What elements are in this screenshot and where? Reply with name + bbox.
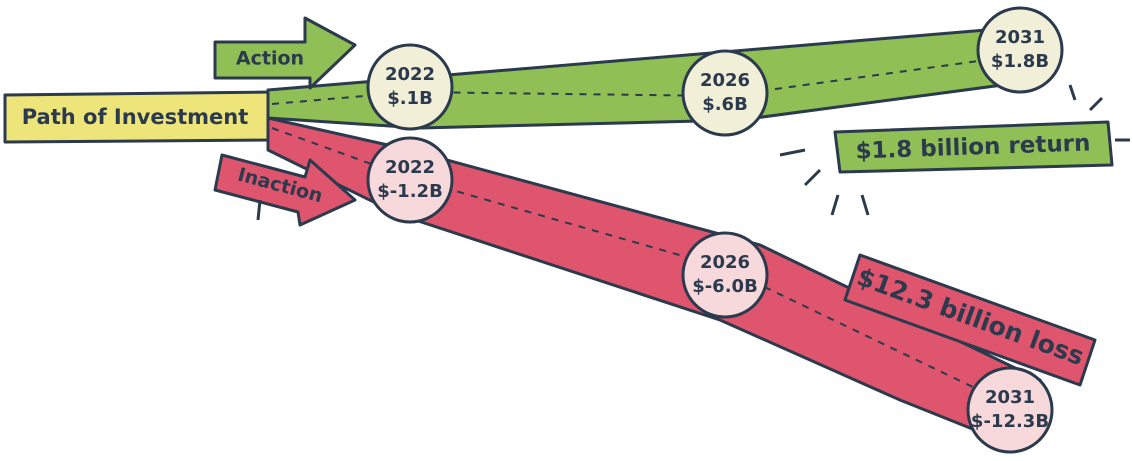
node-year: 2022	[385, 157, 435, 178]
node	[366, 43, 454, 131]
inaction-line	[271, 127, 1001, 401]
node-value: $-1.2B	[377, 181, 443, 202]
node	[366, 136, 454, 224]
node	[966, 366, 1054, 454]
node-year: 2026	[700, 252, 750, 273]
node-value: $-12.3B	[971, 411, 1049, 432]
return-box	[833, 120, 1114, 174]
inaction-arrow	[213, 153, 357, 227]
action-arrow	[213, 16, 357, 90]
burst	[256, 84, 1130, 221]
node-year: 2031	[995, 27, 1045, 48]
node	[681, 49, 769, 137]
node-year: 2026	[700, 70, 750, 91]
loss-box	[843, 253, 1097, 387]
node-value: $.6B	[702, 94, 748, 115]
path-label: Action	[236, 48, 304, 70]
node	[976, 6, 1064, 94]
node-value: $1.8B	[991, 51, 1049, 72]
node-value: $-6.0B	[692, 276, 758, 297]
node-year: 2031	[985, 387, 1035, 408]
title: Path of Investment	[22, 105, 249, 129]
action-line	[271, 57, 1001, 105]
node-year: 2022	[385, 64, 435, 85]
node	[681, 231, 769, 319]
node-value: $.1B	[387, 88, 433, 109]
